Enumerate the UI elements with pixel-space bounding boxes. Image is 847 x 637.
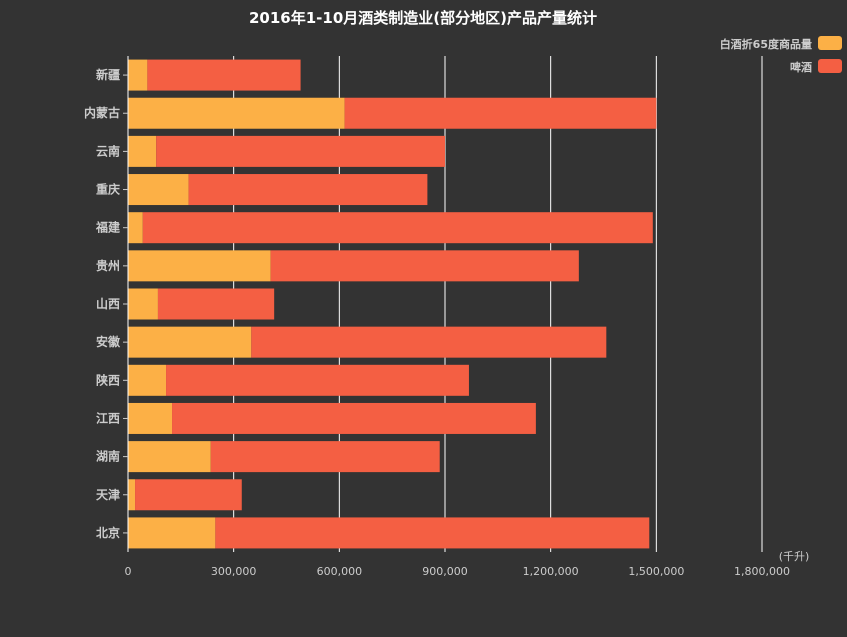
bar-segment-baijiu[interactable] [128,97,345,129]
y-tick-label: 重庆 [96,182,120,197]
y-tick-label: 云南 [96,143,120,158]
legend-item-baijiu[interactable]: 白酒折65度商品量 [720,36,842,51]
y-tick-label: 陕西 [96,372,120,387]
y-tick-label: 福建 [95,220,121,235]
bar-segment-beer[interactable] [142,212,653,244]
legend: 白酒折65度商品量 啤酒 [720,36,842,74]
y-tick-label: 北京 [96,525,120,540]
unit-label: (千升) [779,550,810,563]
bar-segment-beer[interactable] [344,97,657,129]
bar-segment-baijiu[interactable] [128,250,271,282]
bar-segment-beer[interactable] [251,326,607,358]
bar-segment-baijiu[interactable] [128,441,211,473]
y-tick-label: 江西 [96,410,120,425]
bar-segment-beer[interactable] [156,135,445,167]
bar-segment-baijiu[interactable] [128,364,167,396]
x-tick-label: 900,000 [422,565,468,578]
bar-segment-beer[interactable] [215,517,650,549]
bar-segment-beer[interactable] [157,288,275,320]
bar-segment-beer[interactable] [172,402,536,434]
bar-segment-beer[interactable] [135,479,242,511]
bar-segment-baijiu[interactable] [128,174,189,206]
x-tick-label: 1,800,000 [734,565,790,578]
x-tick-label: 0 [125,565,132,578]
bar-segment-beer[interactable] [166,364,469,396]
bar-segment-beer[interactable] [188,174,428,206]
legend-label-baijiu: 白酒折65度商品量 [720,37,812,51]
y-tick-label: 内蒙古 [84,105,120,120]
legend-label-beer: 啤酒 [790,60,812,74]
legend-swatch-baijiu [818,36,842,50]
chart-title: 2016年1-10月酒类制造业(部分地区)产品产量统计 [249,9,597,27]
y-tick-label: 天津 [96,487,120,502]
y-tick-label: 贵州 [96,258,120,273]
axes: 0 300,000 600,000 900,000 1,200,000 1,500,000… [84,56,790,578]
bar-segment-beer[interactable] [210,441,440,473]
x-tick-label: 300,000 [211,565,257,578]
bar-segment-baijiu[interactable] [128,135,157,167]
x-tick-label: 1,200,000 [523,565,579,578]
bar-segment-baijiu[interactable] [128,288,158,320]
y-tick-label: 新疆 [96,67,120,82]
bar-segment-baijiu[interactable] [128,326,252,358]
legend-item-beer[interactable]: 啤酒 [790,59,842,74]
x-tick-label: 1,500,000 [628,565,684,578]
bar-segment-baijiu[interactable] [128,479,136,511]
bar-segment-beer[interactable] [270,250,579,282]
y-tick-label: 安徽 [96,334,121,349]
grid-lines [233,56,763,552]
x-tick-label: 600,000 [317,565,363,578]
y-tick-label: 湖南 [96,449,120,464]
bar-segment-baijiu[interactable] [128,517,216,549]
legend-swatch-beer [818,59,842,73]
bar-segment-baijiu[interactable] [128,402,173,434]
bars [128,59,657,549]
bar-segment-beer[interactable] [147,59,301,91]
bar-segment-baijiu[interactable] [128,59,148,91]
y-tick-label: 山西 [96,296,120,311]
bar-segment-baijiu[interactable] [128,212,143,244]
